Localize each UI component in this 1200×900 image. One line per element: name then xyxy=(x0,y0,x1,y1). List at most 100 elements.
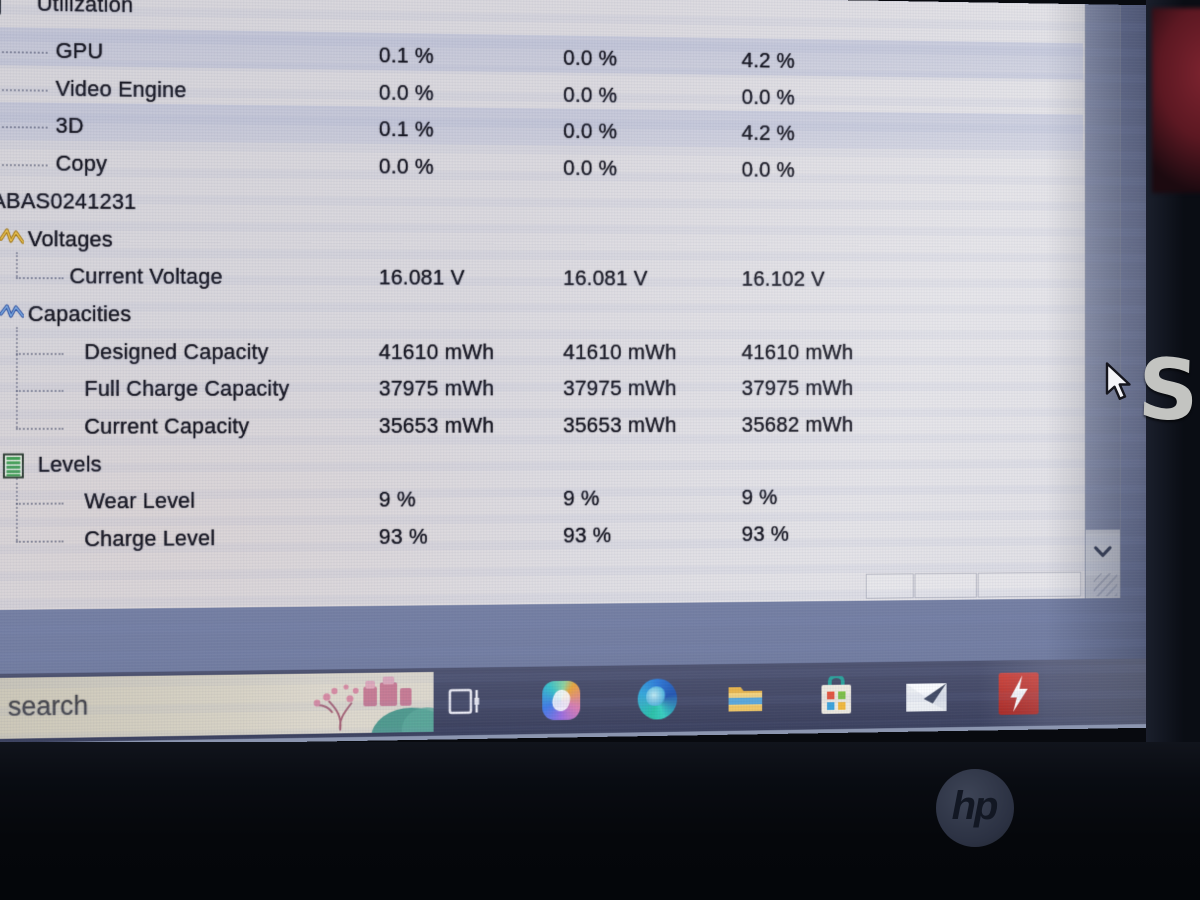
status-panel xyxy=(977,571,1082,598)
sensor-value-cell: 35682 mWh xyxy=(741,412,854,437)
background-red-object xyxy=(1152,8,1200,193)
sensor-value-cell: 93 % xyxy=(378,524,428,549)
search-input[interactable]: search xyxy=(7,690,89,722)
sensor-value-cell: 35653 mWh xyxy=(378,412,495,438)
tree-branch-line xyxy=(15,540,64,543)
sensor-value-cell: 37975 mWh xyxy=(563,376,677,401)
sensor-group-label: Utilization xyxy=(36,0,134,18)
sensor-value-cell: 0.0 % xyxy=(563,81,618,107)
sensor-label: 3D xyxy=(55,113,84,139)
sensor-value-cell: 0.1 % xyxy=(378,116,434,142)
chevron-down-icon xyxy=(1093,545,1113,558)
sensor-value-cell: 0.0 % xyxy=(741,84,795,110)
sensor-label: Video Engine xyxy=(55,75,187,102)
capacity-zigzag-icon xyxy=(0,302,25,327)
taskbar-icon-hwinfo[interactable] xyxy=(998,672,1039,715)
sensor-group-capacities[interactable]: Capacities xyxy=(0,299,1083,333)
sensor-label: Copy xyxy=(55,150,108,177)
sensor-value-cell: 16.081 V xyxy=(378,264,465,290)
sensor-label: Charge Level xyxy=(84,525,216,552)
battery-levels-icon xyxy=(2,453,26,484)
sensor-row-wear-level[interactable]: Wear Level 9 % 9 % 9 % xyxy=(0,482,1083,520)
sensor-group-label: Voltages xyxy=(27,225,113,252)
sensor-value-cell: 35653 mWh xyxy=(563,412,677,438)
sensor-label: Designed Capacity xyxy=(84,338,269,364)
tree-branch-line xyxy=(15,277,64,280)
tree-branch-line xyxy=(15,352,64,355)
tree-branch-line xyxy=(0,50,48,54)
sensor-row-copy[interactable]: Copy 0.0 % 0.0 % 0.0 % xyxy=(0,148,1083,189)
sensor-value-cell: 0.0 % xyxy=(563,155,618,181)
tree-branch-line xyxy=(15,390,64,393)
sensor-value-cell: 0.0 % xyxy=(563,118,618,144)
taskbar-icon-copilot[interactable] xyxy=(542,680,581,721)
background-letter: S xyxy=(1136,339,1200,440)
taskbar-icon-task-view[interactable] xyxy=(447,684,481,720)
sensor-group-label: Capacities xyxy=(27,300,132,327)
mouse-cursor xyxy=(1105,362,1131,400)
sensor-group-label: PABAS0241231 xyxy=(0,187,137,214)
taskbar: search xyxy=(0,658,1157,743)
utilization-icon xyxy=(0,0,6,22)
taskbar-icon-mail[interactable] xyxy=(905,677,947,712)
voltage-zigzag-icon xyxy=(0,227,25,252)
sensor-value-cell: 9 % xyxy=(741,485,778,510)
sensor-value-cell: 9 % xyxy=(378,487,416,512)
sensor-row-full-charge-capacity[interactable]: Full Charge Capacity 37975 mWh 37975 mWh 37… xyxy=(0,374,1083,406)
status-panel xyxy=(865,573,914,599)
sensor-label: Current Voltage xyxy=(69,263,223,289)
taskbar-icon-file-explorer[interactable] xyxy=(727,682,764,714)
tree-branch-line xyxy=(0,164,48,167)
sensor-label: Full Charge Capacity xyxy=(84,376,290,402)
vertical-scrollbar[interactable] xyxy=(1084,4,1120,599)
taskbar-icon-microsoft-store[interactable] xyxy=(819,676,854,717)
sensor-value-cell: 0.0 % xyxy=(378,79,434,105)
search-box-art xyxy=(303,672,434,739)
sensor-value-cell: 4.2 % xyxy=(741,47,795,73)
sensor-row-current-voltage[interactable]: Current Voltage 16.081 V 16.081 V 16.102 V xyxy=(0,261,1083,296)
sensor-value-cell: 41610 mWh xyxy=(563,339,677,364)
sensor-label: Current Capacity xyxy=(84,413,250,439)
hp-logo: hp xyxy=(936,769,1014,847)
sensor-row-current-capacity[interactable]: Current Capacity 35653 mWh 35653 mWh 35682 … xyxy=(0,410,1083,444)
sensor-group-levels[interactable]: Levels xyxy=(0,446,1083,482)
sensor-value-cell: 9 % xyxy=(563,486,600,511)
sensor-value-cell: 0.0 % xyxy=(378,153,434,179)
sensor-table: Utilization GPU 0.1 % 0.0 % 4.2 % Video Engin… xyxy=(0,0,1083,558)
laptop-bezel-bottom: hp xyxy=(0,742,1200,900)
sensor-value-cell: 16.102 V xyxy=(741,266,825,292)
sensor-value-cell: 93 % xyxy=(563,522,612,548)
sensor-group-battery[interactable]: PABAS0241231 xyxy=(0,186,1083,225)
sensor-group-label: Levels xyxy=(37,451,102,477)
tree-branch-line xyxy=(0,126,48,129)
hp-logo-text: hp xyxy=(951,783,999,828)
window-resize-grip[interactable] xyxy=(1093,573,1118,597)
sensor-value-cell: 0.0 % xyxy=(563,45,618,71)
status-panel xyxy=(914,572,977,599)
sensor-label: GPU xyxy=(55,37,104,64)
tree-branch-line xyxy=(15,502,64,506)
sensor-label: Wear Level xyxy=(84,488,196,514)
sensor-value-cell: 37975 mWh xyxy=(741,375,854,401)
tree-branch-line xyxy=(0,88,48,92)
sensor-value-cell: 0.1 % xyxy=(378,42,434,68)
sensor-value-cell: 37975 mWh xyxy=(378,376,495,401)
taskbar-icon-edge[interactable] xyxy=(637,678,678,720)
sensor-group-voltages[interactable]: Voltages xyxy=(0,224,1083,261)
laptop-screen: Utilization GPU 0.1 % 0.0 % 4.2 % Video Engin… xyxy=(0,0,1159,747)
sensor-value-cell: 0.0 % xyxy=(741,157,795,182)
hwinfo-sensors-window: Utilization GPU 0.1 % 0.0 % 4.2 % Video Engin… xyxy=(0,0,1121,610)
tree-branch-line xyxy=(15,427,64,430)
sensor-row-charge-level[interactable]: Charge Level 93 % 93 % 93 % xyxy=(0,518,1083,558)
sensor-row-designed-capacity[interactable]: Designed Capacity 41610 mWh 41610 mWh 41610… xyxy=(0,337,1083,369)
sensor-value-cell: 41610 mWh xyxy=(741,339,854,364)
sensor-value-cell: 41610 mWh xyxy=(378,339,495,364)
scrollbar-down-button[interactable] xyxy=(1085,533,1120,576)
background-object-s: S xyxy=(1136,340,1200,440)
sensor-value-cell: 4.2 % xyxy=(741,120,795,146)
taskbar-search-box[interactable]: search xyxy=(0,671,434,739)
scrollbar-thumb[interactable] xyxy=(1085,4,1120,530)
sensor-value-cell: 16.081 V xyxy=(563,265,648,291)
sensor-value-cell: 93 % xyxy=(741,521,790,547)
